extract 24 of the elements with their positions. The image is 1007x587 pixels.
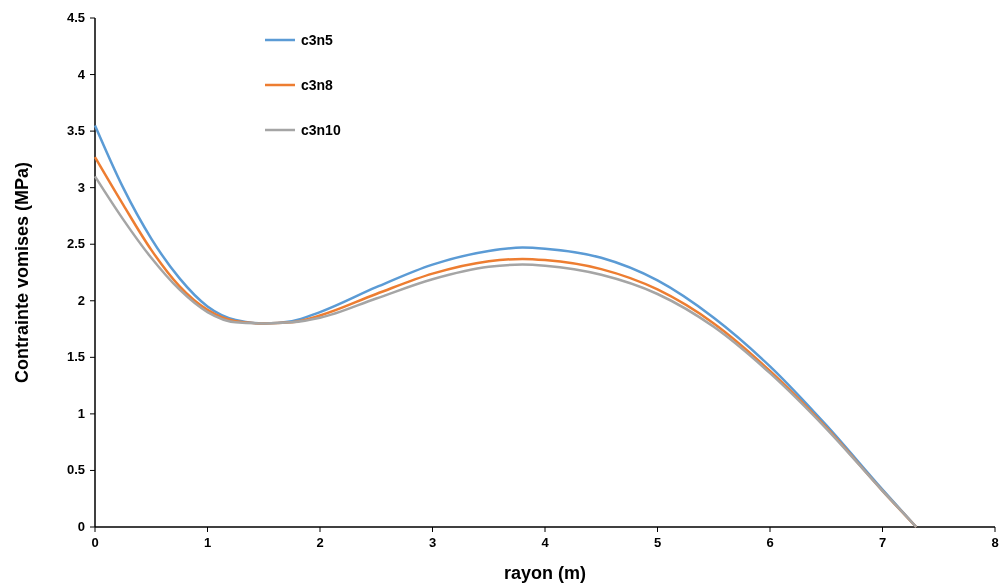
y-tick-label: 2 [77, 292, 85, 308]
y-tick-label: 3 [77, 179, 85, 195]
y-tick-label: 0.5 [66, 462, 85, 478]
y-tick-label: 1 [77, 405, 85, 421]
x-tick-label: 4 [541, 535, 550, 550]
y-axis-title: Contrainte vomises (MPa) [12, 161, 32, 384]
legend-label: c3n10 [301, 122, 341, 138]
y-tick-label: 0 [77, 519, 85, 534]
x-tick-label: 7 [878, 535, 887, 550]
x-tick-label: 2 [316, 535, 324, 550]
y-tick-label: 4 [77, 66, 86, 82]
y-tick-label: 3.5 [66, 123, 85, 139]
x-tick-label: 3 [428, 535, 437, 550]
x-tick-label: 6 [766, 535, 774, 550]
x-tick-label: 5 [653, 535, 662, 550]
legend-label: c3n8 [301, 77, 334, 93]
y-tick-label: 1.5 [66, 349, 85, 365]
x-tick-label: 1 [203, 535, 212, 550]
x-tick-label: 8 [991, 535, 999, 550]
y-tick-label: 2.5 [66, 236, 85, 252]
x-tick-label: 0 [91, 535, 99, 550]
x-axis-title: rayon (m) [503, 563, 587, 583]
legend-label: c3n5 [301, 32, 334, 48]
y-tick-label: 4.5 [66, 10, 85, 25]
